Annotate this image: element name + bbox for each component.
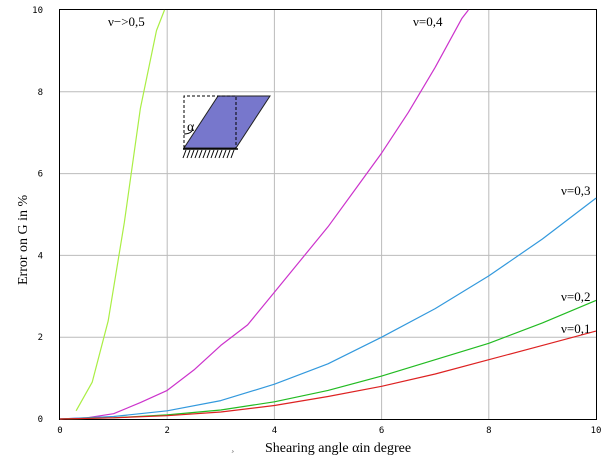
stray-mark: ¸ bbox=[231, 442, 234, 453]
plot-frame bbox=[59, 9, 597, 420]
series-label-3: ν=0,2 bbox=[561, 289, 590, 304]
hatch-mark bbox=[190, 149, 195, 159]
hatch-mark bbox=[194, 149, 199, 159]
sheared-element bbox=[183, 95, 271, 149]
series-line-1 bbox=[59, 9, 469, 420]
x-tick-label: 2 bbox=[164, 426, 169, 436]
x-tick-label: 8 bbox=[486, 426, 491, 436]
hatch-mark bbox=[202, 149, 207, 159]
hatch-mark bbox=[198, 149, 203, 159]
hatch-mark bbox=[222, 149, 227, 159]
shear-angle-arc bbox=[183, 128, 194, 135]
hatch-mark bbox=[186, 149, 191, 159]
hatch-mark bbox=[210, 149, 215, 159]
hatch-mark bbox=[230, 149, 235, 159]
hatch-mark bbox=[226, 149, 231, 159]
support-hatching bbox=[182, 149, 235, 159]
x-tick-label: 4 bbox=[272, 426, 277, 436]
hatch-mark bbox=[214, 149, 219, 159]
x-tick-label: 10 bbox=[591, 426, 602, 436]
tick-labels: 0 2 4 6 8 10 0 2 4 6 8 10 bbox=[32, 6, 601, 436]
hatch-mark bbox=[218, 149, 223, 159]
series-line-0 bbox=[75, 9, 166, 412]
series-label-2: ν=0,3 bbox=[561, 183, 590, 198]
series-lines bbox=[59, 9, 597, 420]
hatch-mark bbox=[206, 149, 211, 159]
y-tick-label: 6 bbox=[38, 170, 43, 180]
series-line-2 bbox=[59, 197, 597, 420]
shear-inset-diagram: α bbox=[182, 95, 271, 159]
series-label-4: ν=0,1 bbox=[561, 321, 590, 336]
series-label-1: ν=0,4 bbox=[413, 14, 443, 29]
series-line-4 bbox=[59, 330, 597, 420]
x-tick-label: 0 bbox=[57, 426, 62, 436]
alpha-symbol: α bbox=[187, 120, 195, 135]
x-tick-label: 6 bbox=[379, 426, 384, 436]
series-labels: ν−>0,5 ν=0,4 ν=0,3 ν=0,2 ν=0,1 bbox=[108, 14, 590, 336]
y-tick-label: 4 bbox=[38, 251, 43, 261]
y-tick-label: 2 bbox=[38, 333, 43, 343]
undeformed-outline bbox=[183, 95, 237, 148]
series-line-3 bbox=[59, 299, 597, 420]
y-tick-label: 8 bbox=[38, 88, 43, 98]
y-tick-label: 10 bbox=[32, 6, 43, 16]
y-tick-label: 0 bbox=[38, 415, 43, 425]
hatch-mark bbox=[182, 149, 187, 159]
grid bbox=[60, 10, 596, 419]
y-axis-title: Error on G in % bbox=[16, 194, 31, 285]
x-axis-title: Shearing angle αin degree bbox=[265, 441, 411, 456]
series-label-0: ν−>0,5 bbox=[108, 14, 145, 29]
